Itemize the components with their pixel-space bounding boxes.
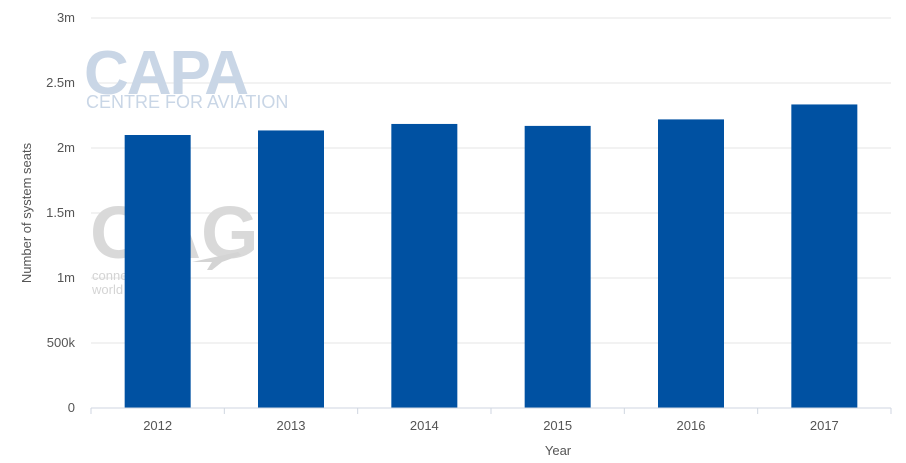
bar-2017[interactable] <box>791 104 858 408</box>
x-tick-label: 2012 <box>143 418 172 433</box>
y-tick-label: 2.5m <box>46 75 75 90</box>
y-tick-label: 1.5m <box>46 205 75 220</box>
bar-2012[interactable] <box>124 135 191 408</box>
bar-2015[interactable] <box>524 125 591 409</box>
x-tick-label: 2016 <box>677 418 706 433</box>
y-tick-label: 500k <box>47 335 76 350</box>
y-tick-label: 2m <box>57 140 75 155</box>
y-tick-label: 0 <box>68 400 75 415</box>
y-tick-label: 3m <box>57 10 75 25</box>
y-tick-label: 1m <box>57 270 75 285</box>
bars <box>124 104 858 409</box>
x-axis-ticks: 2012 2013 2014 2015 2016 2017 <box>90 408 892 433</box>
gridlines <box>91 17 891 344</box>
bar-2016[interactable] <box>658 119 724 409</box>
x-tick-label: 2015 <box>543 418 572 433</box>
x-axis-title: Year <box>545 443 572 458</box>
bar-2014[interactable] <box>391 123 458 408</box>
capa-watermark: CAPA CENTRE FOR AVIATION <box>84 39 288 112</box>
y-axis-ticks: 0 500k 1m 1.5m 2m 2.5m 3m <box>46 10 75 415</box>
airplane-icon <box>192 252 241 270</box>
capa-subtitle-text: CENTRE FOR AVIATION <box>86 92 288 112</box>
x-tick-label: 2013 <box>277 418 306 433</box>
x-tick-label: 2014 <box>410 418 439 433</box>
x-tick-label: 2017 <box>810 418 839 433</box>
capa-logo-text: CAPA <box>84 39 248 108</box>
y-axis-title: Number of system seats <box>19 142 34 283</box>
bar-2013[interactable] <box>258 130 324 408</box>
